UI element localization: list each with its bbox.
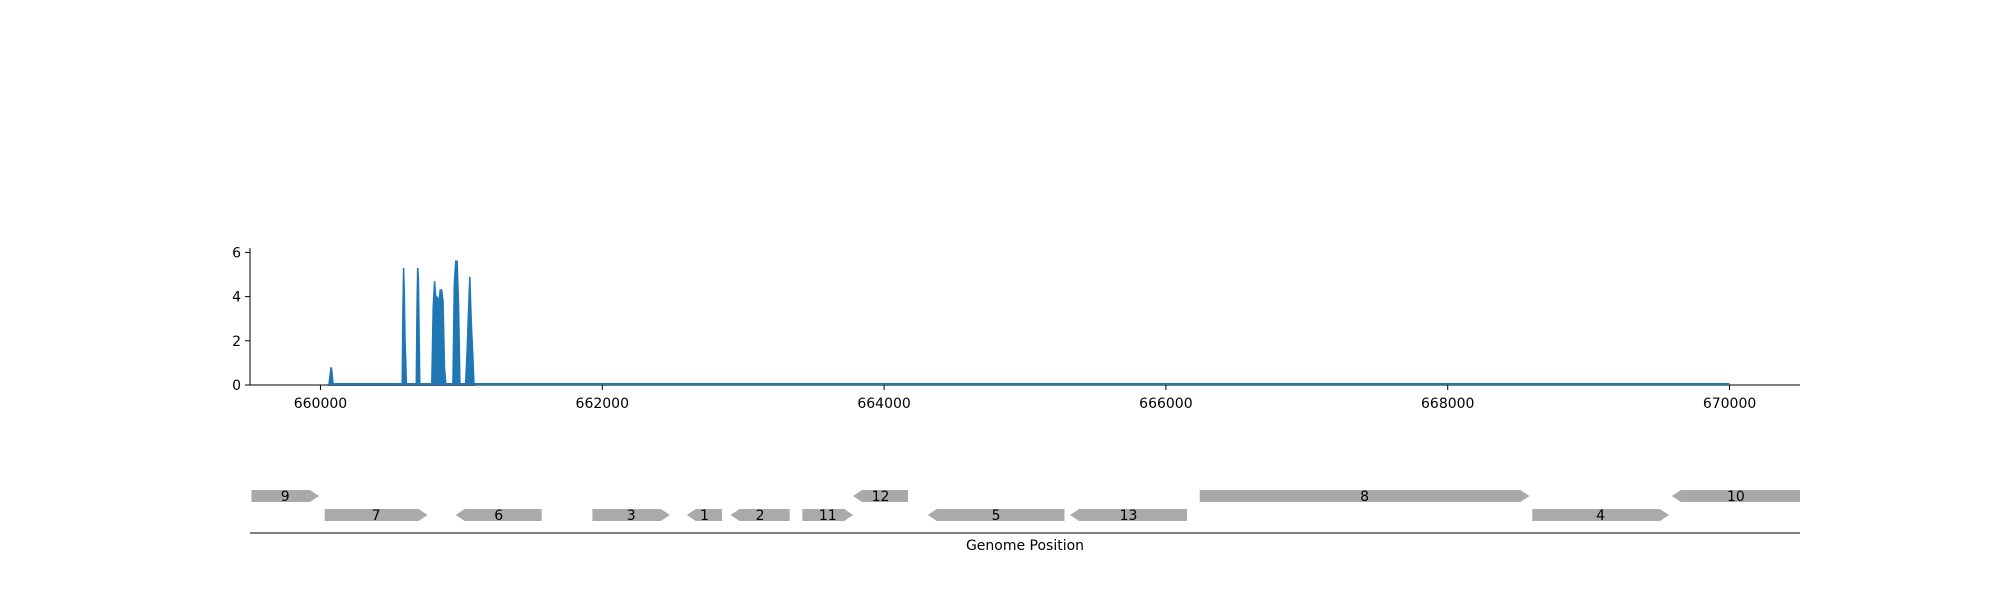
x-tick-label: 666000 xyxy=(1139,396,1192,412)
gene-arrow xyxy=(730,509,790,521)
gene-1: 1 xyxy=(686,508,723,524)
gene-9: 9 xyxy=(251,489,320,505)
gene-arrow xyxy=(455,509,542,521)
gene-label: 9 xyxy=(281,489,290,505)
gene-arrow xyxy=(324,509,428,521)
gene-arrow xyxy=(1671,490,1800,502)
gene-label: 1 xyxy=(700,508,709,524)
gene-arrow xyxy=(1199,490,1530,502)
coverage-area xyxy=(328,260,475,386)
gene-11: 11 xyxy=(802,508,854,524)
gene-label: 10 xyxy=(1727,489,1745,505)
x-tick-label: 670000 xyxy=(1703,396,1756,412)
gene-label: 3 xyxy=(627,508,636,524)
x-tick-label: 668000 xyxy=(1421,396,1474,412)
gene-label: 8 xyxy=(1360,489,1369,505)
gene-arrow xyxy=(1532,509,1669,521)
gene-arrow xyxy=(251,490,320,502)
gene-12: 12 xyxy=(853,489,909,505)
gene-13: 13 xyxy=(1070,508,1188,524)
gene-2: 2 xyxy=(730,508,790,524)
gene-label: 12 xyxy=(872,489,890,505)
gene-5: 5 xyxy=(927,508,1065,524)
gene-label: 7 xyxy=(372,508,381,524)
x-ticks: 660000 662000 664000 666000 668000 670000 xyxy=(294,385,1756,412)
gene-arrow xyxy=(686,509,723,521)
gene-label: 13 xyxy=(1120,508,1138,524)
gene-label: 4 xyxy=(1596,508,1605,524)
gene-6: 6 xyxy=(455,508,542,524)
gene-4: 4 xyxy=(1532,508,1669,524)
gene-arrow xyxy=(1070,509,1188,521)
gene-8: 8 xyxy=(1199,489,1530,505)
gene-7: 7 xyxy=(324,508,428,524)
y-tick-label: 2 xyxy=(232,334,241,350)
gene-label: 6 xyxy=(494,508,503,524)
coverage-panel: 0 2 4 6 660000 662000 664000 666000 668000 67000… xyxy=(232,245,1800,412)
y-tick-label: 0 xyxy=(232,378,241,394)
gene-arrow xyxy=(927,509,1065,521)
y-ticks: 0 2 4 6 xyxy=(232,245,250,394)
gene-10: 10 xyxy=(1671,489,1800,505)
gene-label: 11 xyxy=(819,508,837,524)
gene-arrow xyxy=(592,509,670,521)
x-tick-label: 662000 xyxy=(576,396,629,412)
y-tick-label: 6 xyxy=(232,245,241,261)
gene-arrow xyxy=(853,490,909,502)
x-tick-label: 660000 xyxy=(294,396,347,412)
gene-3: 3 xyxy=(592,508,670,524)
x-tick-label: 664000 xyxy=(857,396,910,412)
gene-arrow xyxy=(802,509,854,521)
y-tick-label: 4 xyxy=(232,290,241,306)
x-axis-label: Genome Position xyxy=(966,538,1084,554)
gene-label: 2 xyxy=(756,508,765,524)
gene-label: 5 xyxy=(992,508,1001,524)
